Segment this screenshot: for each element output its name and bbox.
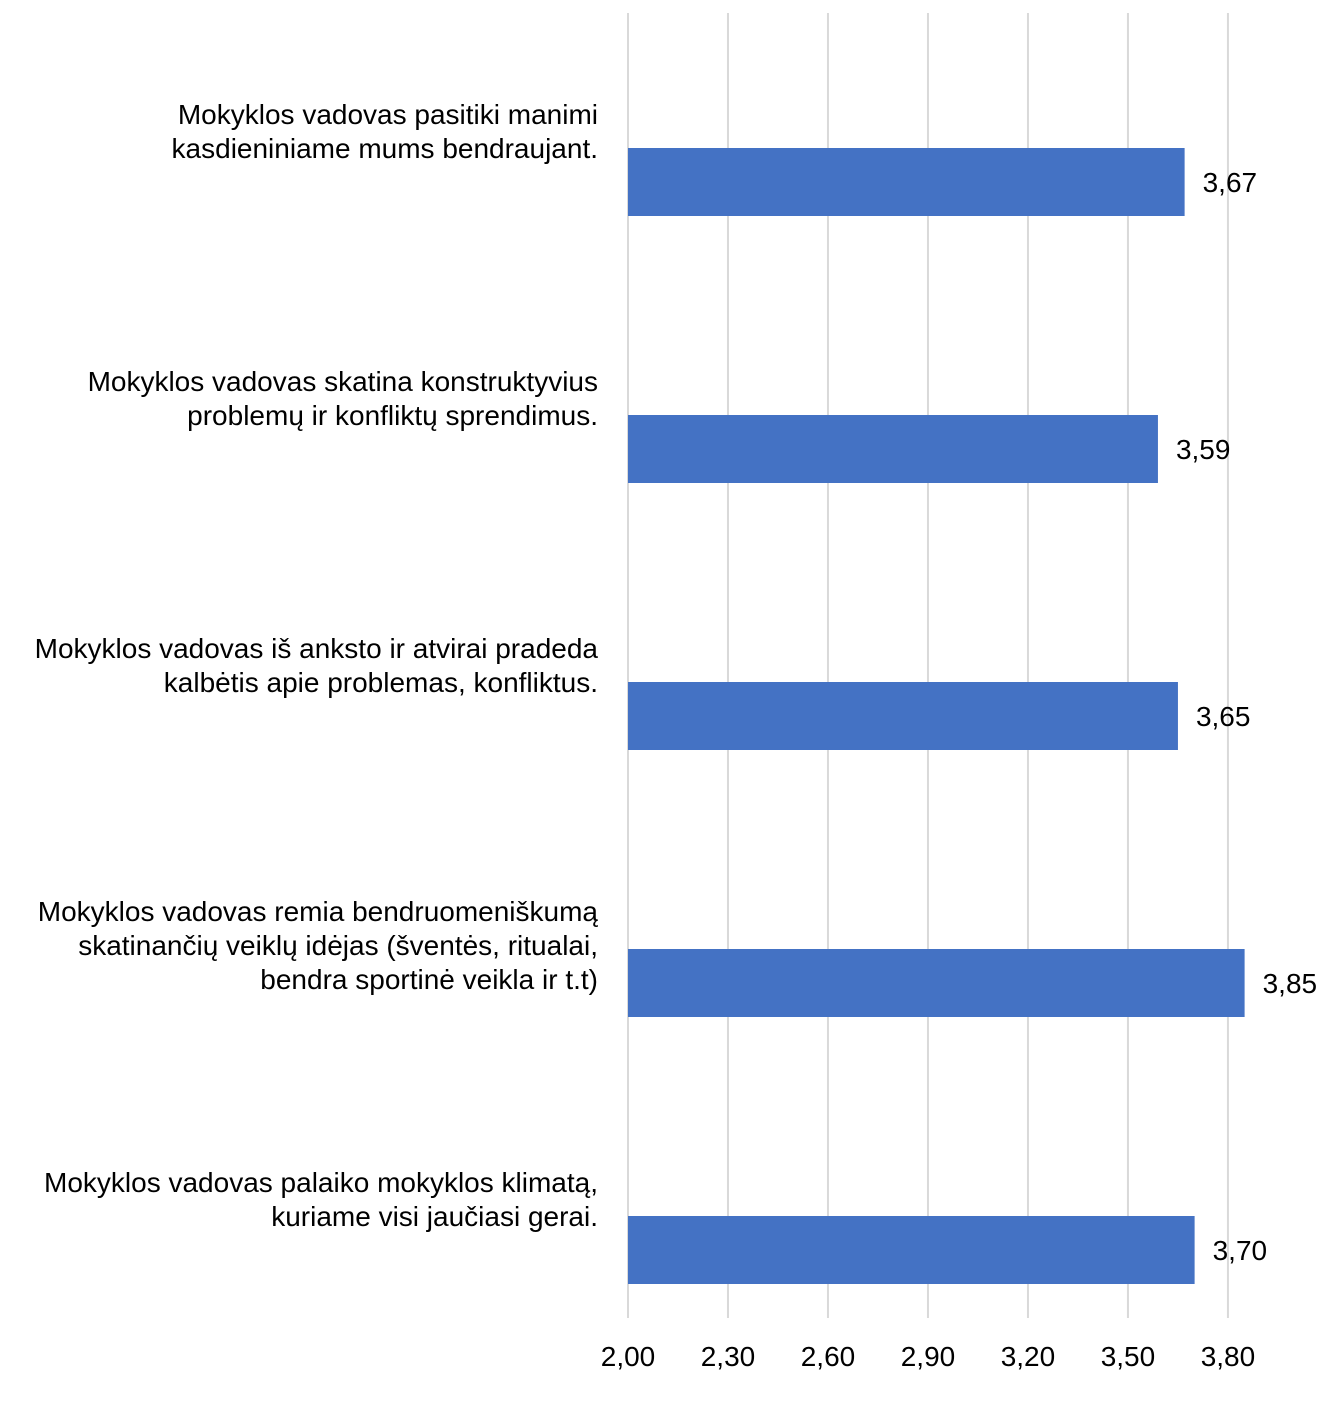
category-label: Mokyklos vadovas pasitiki manimi kasdieni… (0, 98, 598, 166)
x-axis-tick-labels: 2,00 2,30 2,60 2,90 3,20 3,50 3,80 (601, 1341, 1255, 1372)
category-label: Mokyklos vadovas iš anksto ir atvirai pr… (0, 632, 598, 700)
category-label-line: kuriame visi jaučiasi gerai. (271, 1201, 598, 1232)
category-label-line: Mokyklos vadovas iš anksto ir atvirai pr… (34, 633, 598, 664)
category-label-line: Mokyklos vadovas pasitiki manimi (177, 99, 598, 130)
category-label: Mokyklos vadovas skatina konstruktyvius p… (0, 365, 598, 433)
data-label: 3,59 (1176, 434, 1231, 465)
bar (628, 682, 1178, 750)
data-label: 3,70 (1213, 1235, 1268, 1266)
bars (628, 148, 1245, 1284)
bar (628, 1216, 1195, 1284)
x-tick-label: 2,60 (801, 1341, 856, 1372)
data-label: 3,85 (1263, 968, 1318, 999)
category-label-line: bendra sportinė veikla ir t.t) (260, 964, 598, 995)
category-label-line: kasdieniniame mums bendraujant. (171, 133, 598, 164)
bar (628, 148, 1185, 216)
x-tick-label: 3,20 (1001, 1341, 1056, 1372)
data-label: 3,65 (1196, 701, 1251, 732)
category-label-line: skatinančių veiklų idėjas (šventės, ritu… (78, 930, 598, 961)
category-label-line: kalbėtis apie problemas, konfliktus. (163, 667, 598, 698)
category-label: Mokyklos vadovas palaiko mokyklos klimat… (0, 1166, 598, 1234)
category-label-line: Mokyklos vadovas remia bendruomeniškumą (37, 896, 598, 927)
category-label-line: Mokyklos vadovas palaiko mokyklos klimat… (44, 1167, 598, 1198)
x-tick-label: 2,90 (901, 1341, 956, 1372)
x-tick-label: 3,80 (1201, 1341, 1256, 1372)
bar (628, 949, 1245, 1017)
data-label: 3,67 (1203, 167, 1258, 198)
x-tick-label: 2,00 (601, 1341, 656, 1372)
bar (628, 415, 1158, 483)
category-label-line: problemų ir konfliktų sprendimus. (187, 400, 598, 431)
x-tick-label: 2,30 (701, 1341, 756, 1372)
data-labels: 3,67 3,59 3,65 3,85 3,70 (1176, 167, 1317, 1266)
category-label: Mokyklos vadovas remia bendruomeniškumą s… (0, 895, 598, 997)
x-tick-label: 3,50 (1101, 1341, 1156, 1372)
gridlines (627, 13, 1229, 1318)
category-label-line: Mokyklos vadovas skatina konstruktyvius (87, 366, 598, 397)
